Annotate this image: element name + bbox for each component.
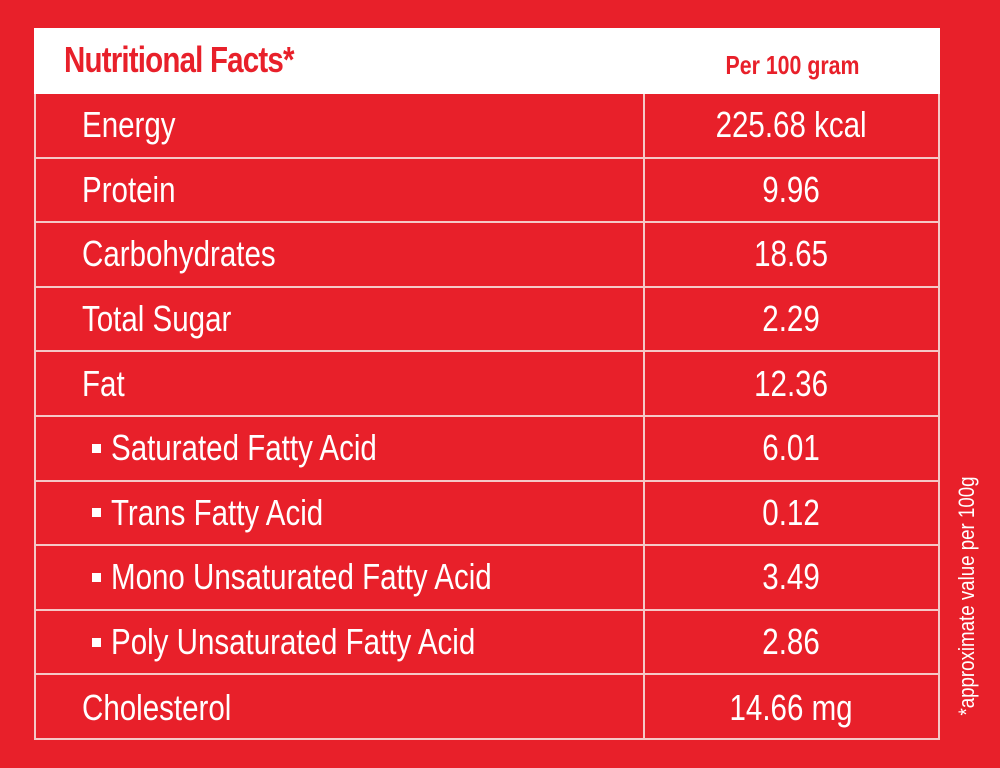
approximate-value-footnote: *approximate value per 100g [954, 476, 979, 716]
nutrient-name: Mono Unsaturated Fatty Acid [111, 556, 492, 598]
per-100-gram-label: Per 100 gram [725, 50, 860, 80]
nutrient-value-cell: 0.12 [645, 482, 938, 545]
table-row-protein: Protein 9.96 [36, 158, 938, 224]
bullet-icon [92, 508, 101, 518]
nutrient-name-cell: Protein [36, 158, 645, 222]
bullet-icon [92, 572, 101, 582]
bullet-icon [92, 443, 101, 453]
table-row-mono-unsaturated-fatty-acid: Mono Unsaturated Fatty Acid 3.49 [36, 546, 938, 611]
nutrient-value-cell: 6.01 [645, 417, 938, 480]
nutrient-value-cell: 225.68 kcal [645, 94, 938, 157]
nutrient-value: 0.12 [762, 491, 821, 533]
nutrition-facts-panel: Nutritional Facts* Per 100 gram Energy 2… [34, 28, 940, 740]
nutrient-name: Saturated Fatty Acid [111, 427, 377, 469]
nutrient-value: 2.29 [762, 298, 821, 340]
nutrient-value-cell: 14.66 mg [645, 675, 938, 740]
nutrient-value: 3.49 [762, 556, 821, 598]
nutrient-value: 9.96 [762, 168, 821, 210]
nutrient-value-cell: 3.49 [645, 546, 938, 609]
table-row-saturated-fatty-acid: Saturated Fatty Acid 6.01 [36, 416, 938, 482]
bullet-icon [92, 637, 101, 647]
table-row-poly-unsaturated-fatty-acid: Poly Unsaturated Fatty Acid 2.86 [36, 610, 938, 676]
nutrient-value-cell: 9.96 [645, 159, 938, 222]
nutrient-name: Fat [82, 362, 125, 404]
nutrient-value: 6.01 [762, 427, 821, 469]
nutrient-name-cell: Fat [36, 352, 645, 415]
nutrient-name-cell: Poly Unsaturated Fatty Acid [36, 610, 645, 674]
nutrient-name: Total Sugar [82, 298, 232, 340]
nutrient-name: Carbohydrates [82, 233, 276, 275]
nutrient-name: Trans Fatty Acid [111, 491, 324, 533]
nutrient-name: Protein [82, 168, 176, 210]
nutrient-value-cell: 12.36 [645, 352, 938, 415]
nutrient-name-cell: Cholesterol [36, 675, 645, 740]
nutrient-value: 14.66 mg [729, 686, 854, 728]
nutrient-name: Energy [82, 104, 176, 146]
nutrient-value: 12.36 [754, 362, 829, 404]
table-row-cholesterol: Cholesterol 14.66 mg [36, 675, 938, 740]
nutrient-value-cell: 18.65 [645, 223, 938, 286]
nutrient-value: 225.68 kcal [715, 104, 867, 146]
nutrient-value-cell: 2.29 [645, 288, 938, 351]
table-row-trans-fatty-acid: Trans Fatty Acid 0.12 [36, 481, 938, 547]
table-row-carbohydrates: Carbohydrates 18.65 [36, 223, 938, 288]
nutrient-name-cell: Trans Fatty Acid [36, 481, 645, 545]
nutrient-name: Cholesterol [82, 686, 232, 728]
nutrient-value-cell: 2.86 [645, 611, 938, 674]
nutrient-name-cell: Saturated Fatty Acid [36, 416, 645, 480]
table-row-energy: Energy 225.68 kcal [36, 94, 938, 159]
nutrient-value: 2.86 [762, 621, 821, 663]
table-header: Nutritional Facts* Per 100 gram [34, 28, 940, 94]
nutrient-value: 18.65 [754, 233, 829, 275]
nutrient-name-cell: Carbohydrates [36, 223, 645, 286]
table-row-total-sugar: Total Sugar 2.29 [36, 287, 938, 353]
nutrient-name-cell: Total Sugar [36, 287, 645, 351]
nutrient-name-cell: Mono Unsaturated Fatty Acid [36, 546, 645, 609]
table-title: Nutritional Facts* [64, 39, 294, 80]
nutrient-name-cell: Energy [36, 94, 645, 157]
nutrition-table: Energy 225.68 kcal Protein 9.96 Carbohyd… [34, 94, 940, 740]
nutrient-name: Poly Unsaturated Fatty Acid [111, 621, 476, 663]
table-row-fat: Fat 12.36 [36, 352, 938, 417]
